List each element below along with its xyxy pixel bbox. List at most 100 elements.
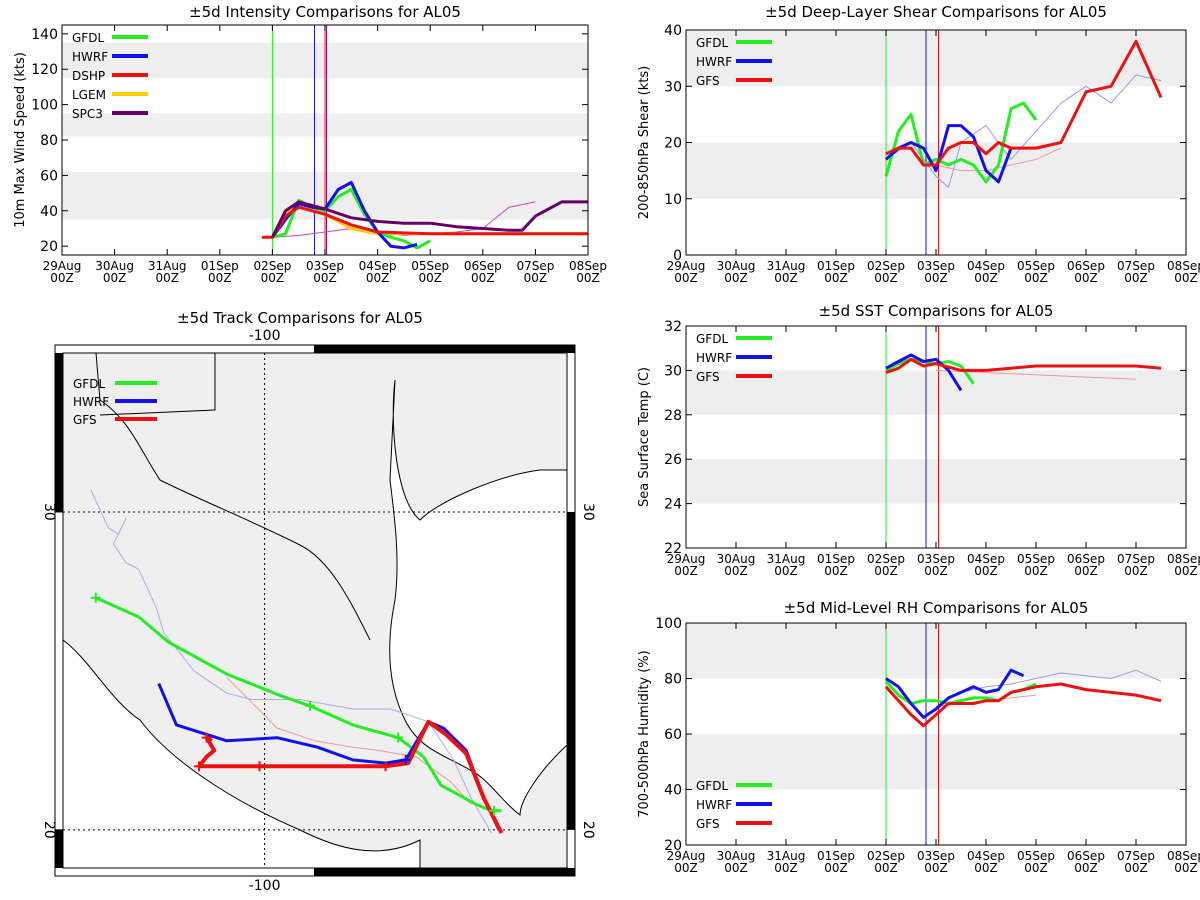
series-line-gfdl: [272, 188, 431, 250]
frame-bar-left-white: [54, 511, 64, 831]
legend-label-hwrf: HWRF: [73, 395, 109, 409]
track-marker: [90, 592, 101, 603]
x-tick-label-day: 06Sep: [1067, 849, 1105, 863]
x-tick-label-hour: 00Z: [824, 271, 848, 285]
legend-label-gfs: GFS: [73, 413, 97, 427]
series-line-observed: [960, 669, 1162, 693]
x-tick-label-hour: 00Z: [1074, 861, 1098, 875]
lat-label-right-30: 30: [580, 503, 596, 521]
gray-band-0: [686, 734, 1186, 790]
x-tick-label-day: 31Aug: [767, 259, 806, 273]
y-tick-label: 60: [664, 727, 682, 743]
y-tick-label: 40: [664, 783, 682, 799]
lon-label-bottom: -100: [249, 878, 281, 894]
y-tick-label: 80: [664, 672, 682, 688]
series-line-gfs: [885, 39, 1163, 167]
series-line-gfdl: [885, 357, 975, 385]
chart-title: ±5d Deep-Layer Shear Comparisons for AL0…: [765, 3, 1107, 21]
x-tick-label-hour: 00Z: [1124, 861, 1148, 875]
track-gfs-faint: [226, 676, 472, 805]
y-tick-label: 100: [31, 98, 58, 114]
frame-bar-top: [314, 345, 575, 353]
y-axis-label: 200-850hPa Shear (kts): [637, 66, 652, 219]
x-tick-label-day: 05Sep: [1017, 849, 1055, 863]
x-tick-label-hour: 00Z: [924, 564, 948, 578]
x-tick-label-day: 03Sep: [917, 849, 955, 863]
y-tick-label: 40: [664, 23, 682, 39]
track-gfs: [197, 719, 504, 834]
legend-label-gfs: GFS: [696, 370, 720, 384]
x-tick-label-hour: 00Z: [774, 564, 798, 578]
x-tick-label-hour: 00Z: [874, 271, 898, 285]
x-tick-label-day: 02Sep: [867, 552, 905, 566]
series-line-observed: [885, 74, 1162, 188]
track-marker: [380, 761, 391, 772]
track-marker: [201, 732, 212, 743]
series-line-gfs-faint: [935, 147, 1062, 172]
chart-title: ±5d Track Comparisons for AL05: [177, 309, 423, 327]
x-tick-label-day: 02Sep: [867, 259, 905, 273]
x-tick-label-day: 08Sep: [1167, 552, 1200, 566]
x-tick-label-hour: 00Z: [874, 861, 898, 875]
x-tick-label-hour: 00Z: [974, 271, 998, 285]
x-tick-label-day: 04Sep: [967, 552, 1005, 566]
x-tick-label-hour: 00Z: [824, 861, 848, 875]
x-tick-label-hour: 00Z: [674, 271, 698, 285]
y-tick-label: 10: [664, 192, 682, 208]
gray-band-1: [686, 623, 1186, 679]
legend-label-spc3: SPC3: [72, 107, 103, 121]
x-tick-label-day: 04Sep: [967, 849, 1005, 863]
x-tick-label-day: 31Aug: [148, 259, 187, 273]
y-tick-label: 40: [40, 204, 58, 220]
x-tick-label-day: 30Aug: [717, 552, 756, 566]
x-tick-label-day: 03Sep: [917, 259, 955, 273]
lat-label-left-30: 30: [41, 503, 57, 521]
y-tick-label: 140: [31, 27, 58, 43]
y-tick-label: 30: [664, 79, 682, 95]
x-tick-label-day: 06Sep: [1067, 259, 1105, 273]
track-marker: [194, 761, 205, 772]
x-tick-label-day: 03Sep: [306, 259, 344, 273]
x-tick-label-hour: 00Z: [1174, 271, 1198, 285]
series-group: [884, 668, 1162, 728]
chart-title: ±5d Mid-Level RH Comparisons for AL05: [784, 599, 1089, 617]
y-tick-label: 20: [40, 239, 58, 255]
x-tick-label-hour: 00Z: [1024, 271, 1048, 285]
x-tick-label-hour: 00Z: [874, 564, 898, 578]
x-tick-label-day: 07Sep: [516, 259, 554, 273]
gray-band-1: [686, 30, 1186, 87]
x-tick-label-hour: 00Z: [774, 271, 798, 285]
gray-band-0: [686, 459, 1186, 504]
track-marker: [400, 754, 411, 765]
y-tick-label: 20: [664, 136, 682, 152]
x-tick-label-hour: 00Z: [1024, 564, 1048, 578]
border-line: [95, 352, 371, 641]
x-tick-label-hour: 00Z: [1074, 564, 1098, 578]
frame-bar-right: [567, 511, 575, 830]
x-tick-label-hour: 00Z: [724, 861, 748, 875]
track-marker: [393, 732, 404, 743]
x-tick-label-day: 29Aug: [667, 259, 706, 273]
legend-label-dshp: DSHP: [72, 69, 105, 83]
x-tick-label-hour: 00Z: [50, 271, 74, 285]
x-tick-label-day: 05Sep: [1017, 259, 1055, 273]
x-tick-label-day: 06Sep: [1067, 552, 1105, 566]
chart-shear: 01020304029Aug00Z30Aug00Z31Aug00Z01Sep00…: [637, 3, 1200, 285]
x-tick-label-day: 03Sep: [917, 552, 955, 566]
track-marker: [304, 700, 315, 711]
x-tick-label-day: 31Aug: [767, 849, 806, 863]
x-tick-label-day: 01Sep: [201, 259, 239, 273]
x-tick-label-hour: 00Z: [1024, 861, 1048, 875]
y-tick-label: 32: [664, 319, 682, 335]
x-tick-label-day: 04Sep: [359, 259, 397, 273]
legend-label-gfdl: GFDL: [696, 779, 728, 793]
series-group: [885, 353, 1162, 392]
series-line-gfs: [885, 357, 1162, 375]
lon-label-top: -100: [249, 328, 281, 344]
x-tick-label-hour: 00Z: [924, 271, 948, 285]
y-tick-label: 30: [664, 363, 682, 379]
land-north: [393, 353, 567, 520]
series-group: [884, 39, 1163, 188]
legend-label-gfdl: GFDL: [696, 36, 728, 50]
